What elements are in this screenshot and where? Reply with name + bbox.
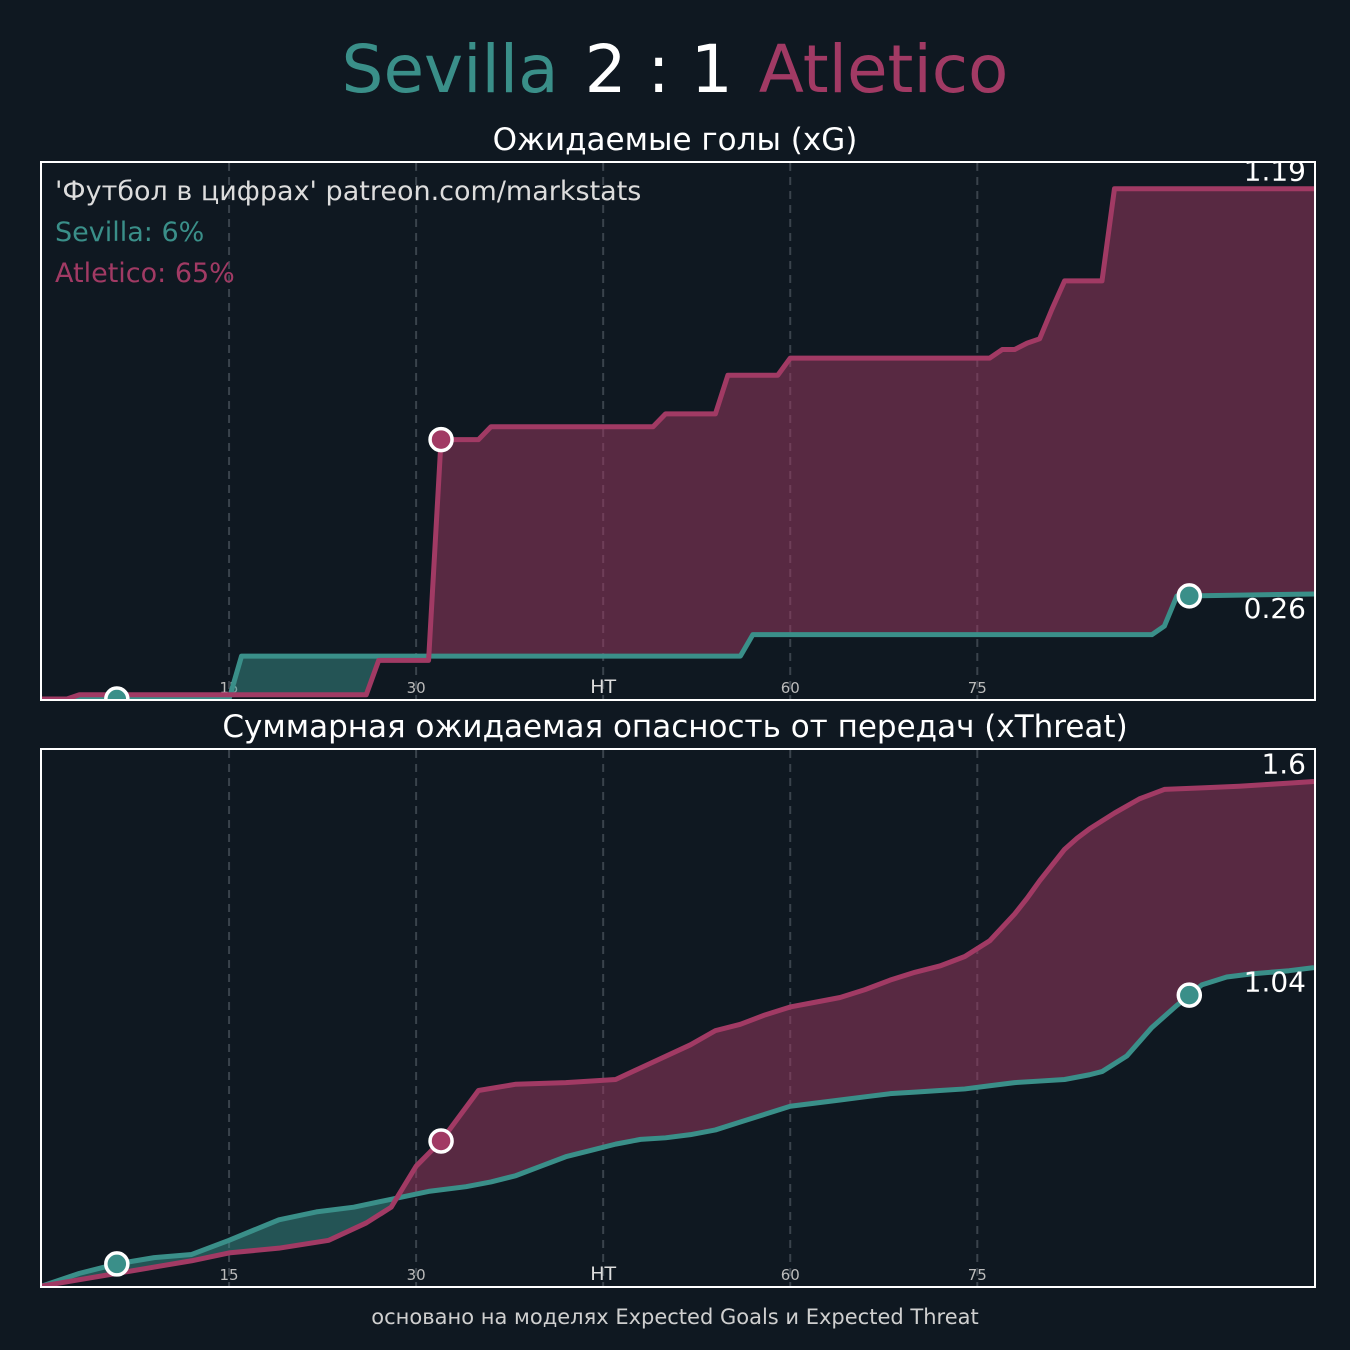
sevilla-line — [42, 965, 1314, 1286]
atletico-lead-area — [398, 781, 1314, 1198]
sevilla-goal-marker — [104, 686, 130, 699]
home-win-probability: Sevilla: 6% — [55, 217, 205, 248]
atletico-total-label: 1.6 — [1261, 750, 1306, 781]
watermark-text: 'Футбол в цифрах' patreon.com/markstats — [55, 176, 642, 207]
sevilla-total-label: 1.04 — [1244, 966, 1306, 999]
atletico-goal-marker — [428, 426, 454, 453]
x-tick-label: 30 — [407, 1266, 426, 1284]
xg-chart-title: Ожидаемые голы (xG) — [492, 122, 858, 158]
atletico-line — [42, 186, 1314, 699]
match-score: 2 : 1 — [584, 31, 733, 108]
footer-note: основано на моделях Expected Goals и Exp… — [371, 1305, 979, 1329]
atletico-lead-area — [429, 188, 1314, 657]
sevilla-line — [42, 591, 1314, 699]
x-tick-label: HT — [590, 1263, 616, 1285]
sevilla-goal-marker — [104, 1251, 130, 1277]
sevilla-lead-area — [230, 636, 430, 695]
x-tick-label: 75 — [968, 1266, 987, 1284]
away-team-name: Atletico — [758, 31, 1009, 108]
xg-legend: 'Футбол в цифрах' patreon.com/markstats … — [55, 171, 641, 294]
xthreat-chart-svg: 15 30 HT 60 75 1.6 1.04 — [42, 750, 1314, 1286]
match-header: Sevilla 2 : 1 Atletico — [0, 28, 1350, 112]
xthreat-chart-panel: 15 30 HT 60 75 1.6 1.04 — [40, 748, 1316, 1288]
x-tick-label: 60 — [781, 679, 800, 697]
sevilla-total-label: 0.26 — [1244, 592, 1306, 625]
atletico-goal-marker — [428, 1128, 454, 1154]
home-team-name: Sevilla — [341, 31, 559, 108]
away-win-probability: Atletico: 65% — [55, 258, 235, 289]
x-tick-label: 75 — [968, 679, 987, 697]
sevilla-goal-marker — [1176, 583, 1203, 609]
xthreat-chart-title: Суммарная ожидаемая опасность от передач… — [222, 709, 1128, 745]
atletico-line — [42, 779, 1314, 1286]
atletico-total-label: 1.19 — [1244, 163, 1306, 188]
x-tick-label: 15 — [220, 1266, 239, 1284]
x-tick-label: 30 — [407, 679, 426, 697]
sevilla-goal-marker — [1176, 982, 1203, 1008]
xg-chart-svg: 15 30 HT 60 751.190.26 — [42, 163, 1314, 699]
x-tick-label: 60 — [781, 1266, 800, 1284]
xg-chart-panel: 15 30 HT 60 75 1.19 0.26 'Футбол в цифрах' pat… — [40, 161, 1316, 701]
x-tick-label: HT — [590, 676, 616, 698]
